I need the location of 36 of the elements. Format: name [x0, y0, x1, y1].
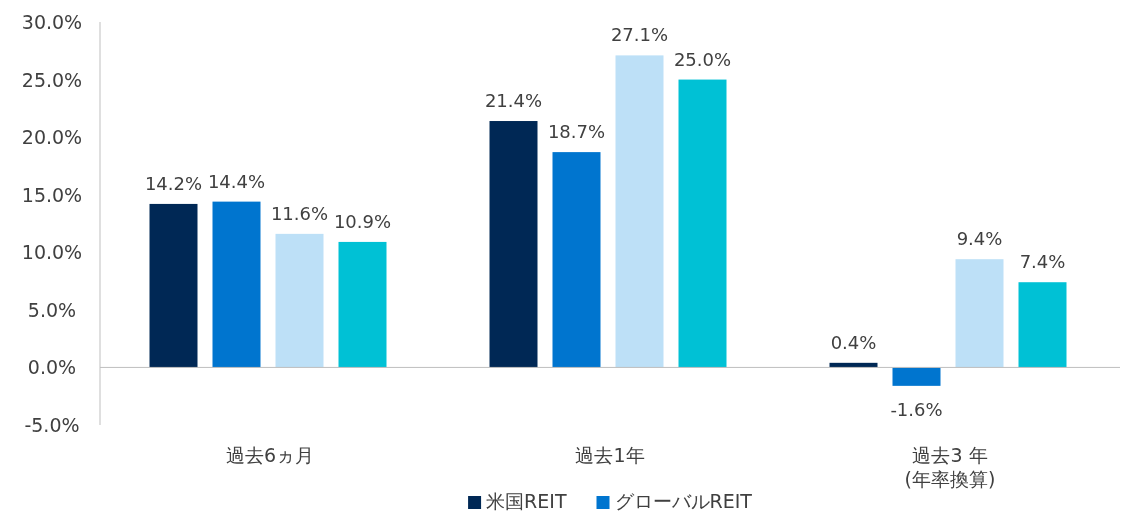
data-label: 9.4%	[956, 228, 1003, 250]
y-tick-label: 5.0%	[27, 298, 77, 321]
bar	[338, 241, 387, 368]
y-tick-label: 15.0%	[21, 183, 83, 206]
data-label: 14.2%	[144, 172, 203, 194]
y-tick-label: 10.0%	[21, 241, 83, 264]
bar	[892, 367, 941, 386]
bar	[149, 203, 198, 368]
y-tick-label: 25.0%	[21, 68, 83, 91]
y-tick-label: 0.0%	[27, 356, 77, 379]
data-label: -1.6%	[890, 398, 943, 420]
data-label: 11.6%	[270, 202, 329, 224]
data-label: 10.9%	[333, 210, 392, 232]
x-tick-label: 過去1年	[575, 444, 645, 466]
bar	[1018, 282, 1067, 368]
bar	[275, 233, 324, 368]
legend-label: グローバルREIT	[614, 490, 753, 512]
data-label: 27.1%	[610, 24, 669, 46]
data-label: 14.4%	[207, 170, 266, 192]
bar	[678, 79, 727, 368]
x-tick-label: 過去6ヵ月	[225, 444, 315, 466]
bar	[615, 55, 664, 368]
bar	[489, 121, 538, 368]
y-tick-label: -5.0%	[24, 414, 80, 436]
data-label: 7.4%	[1019, 251, 1066, 273]
legend-label: 米国REIT	[486, 490, 567, 512]
bar	[955, 259, 1004, 368]
bar	[212, 201, 261, 368]
data-label: 25.0%	[673, 48, 732, 70]
data-label: 21.4%	[484, 90, 543, 112]
y-tick-label: 20.0%	[21, 126, 83, 149]
y-tick-label: 30.0%	[21, 11, 83, 33]
bar	[552, 152, 601, 368]
data-label: 18.7%	[547, 121, 606, 143]
data-label: 0.4%	[830, 331, 877, 353]
x-tick-label: 過去3 年 (年率換算)	[904, 444, 996, 490]
